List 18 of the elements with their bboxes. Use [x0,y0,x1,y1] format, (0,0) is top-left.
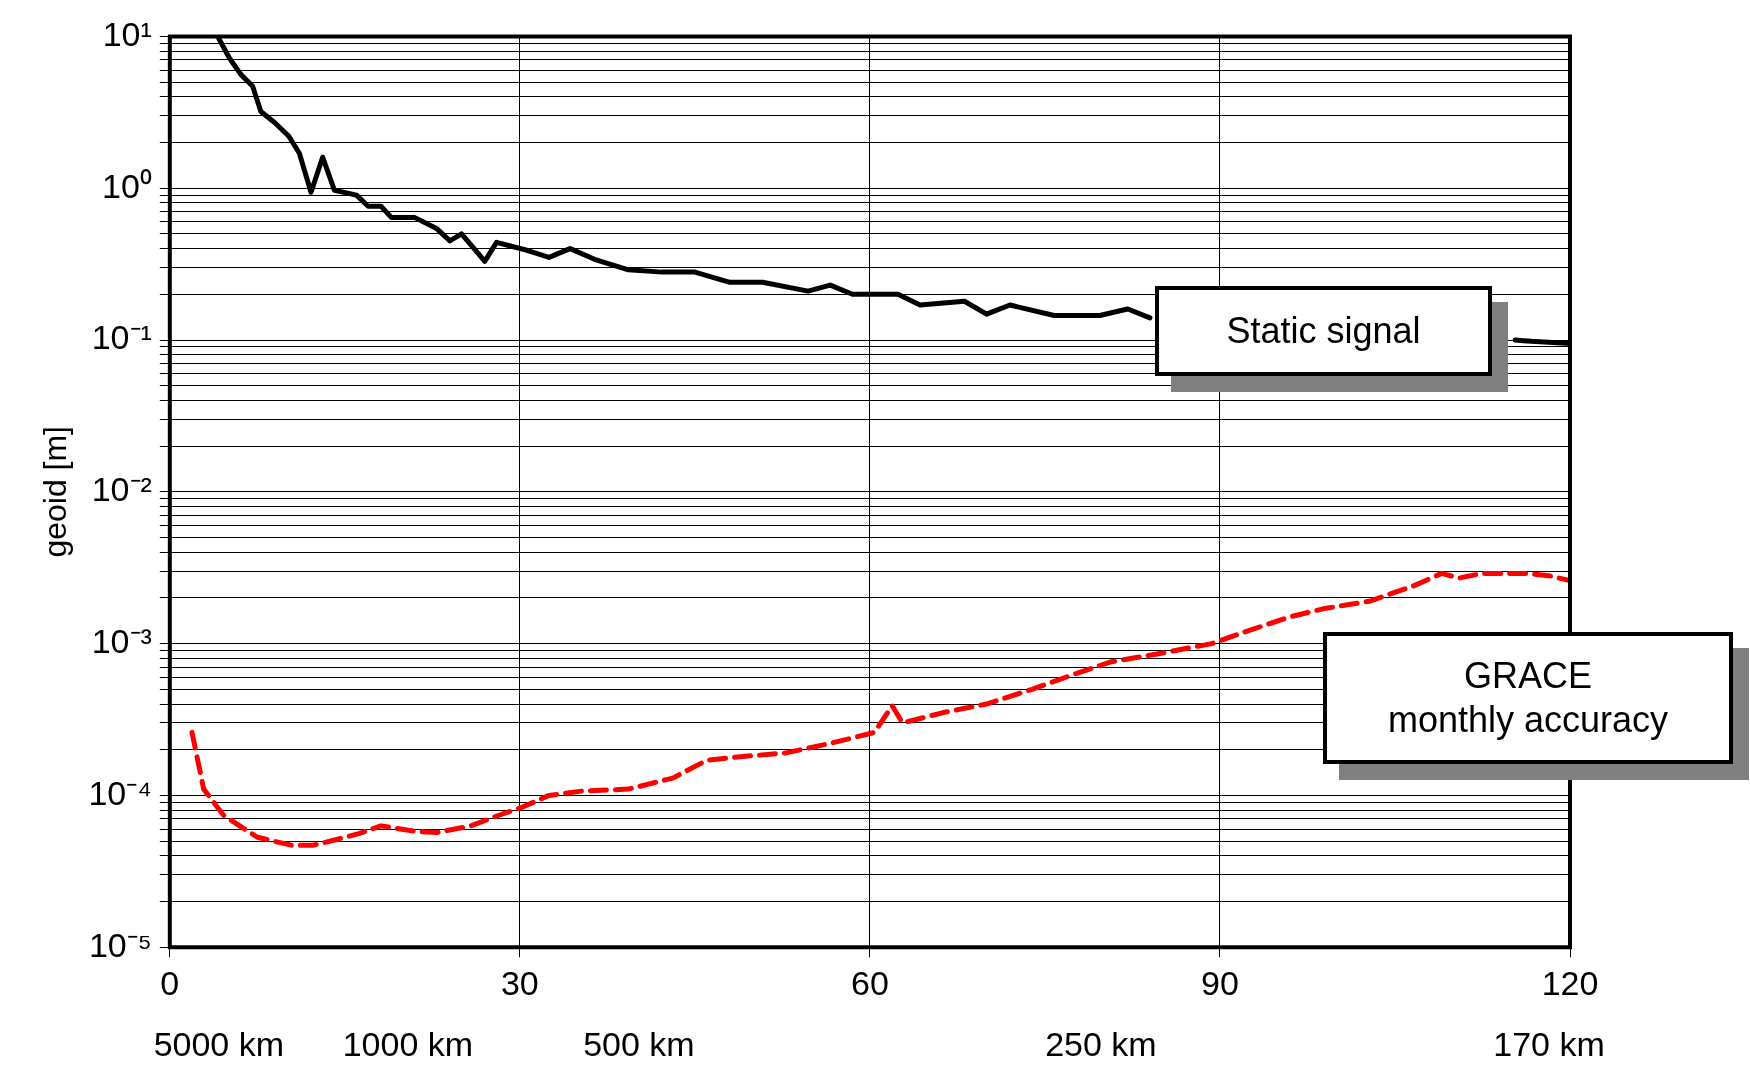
y-tick-label: 10⁰ [102,166,152,205]
y-tick-label: 10⁻³ [91,621,152,660]
y-tick-label: 10⁻⁵ [88,925,152,964]
y-axis-title: geoid [m] [37,425,74,558]
text: 1000 km [342,1025,474,1064]
text: 170 km [1493,1025,1605,1064]
text: 500 km [583,1025,695,1064]
y-tick-label: 10⁻² [91,470,152,509]
x-tick-label: 90 [1201,963,1239,1002]
x-tick-label: 60 [851,963,889,1002]
x-tick-label: 120 [1541,963,1599,1002]
y-tick-label: 10¹ [102,14,152,53]
text: 5000 km [153,1025,285,1064]
y-tick-label: 10⁻¹ [91,318,152,357]
y-tick-label: 10⁻⁴ [88,773,152,812]
x-tick-label: 0 [160,963,180,1002]
text: 250 km [1045,1025,1157,1064]
x-tick-label: 30 [500,963,539,1002]
